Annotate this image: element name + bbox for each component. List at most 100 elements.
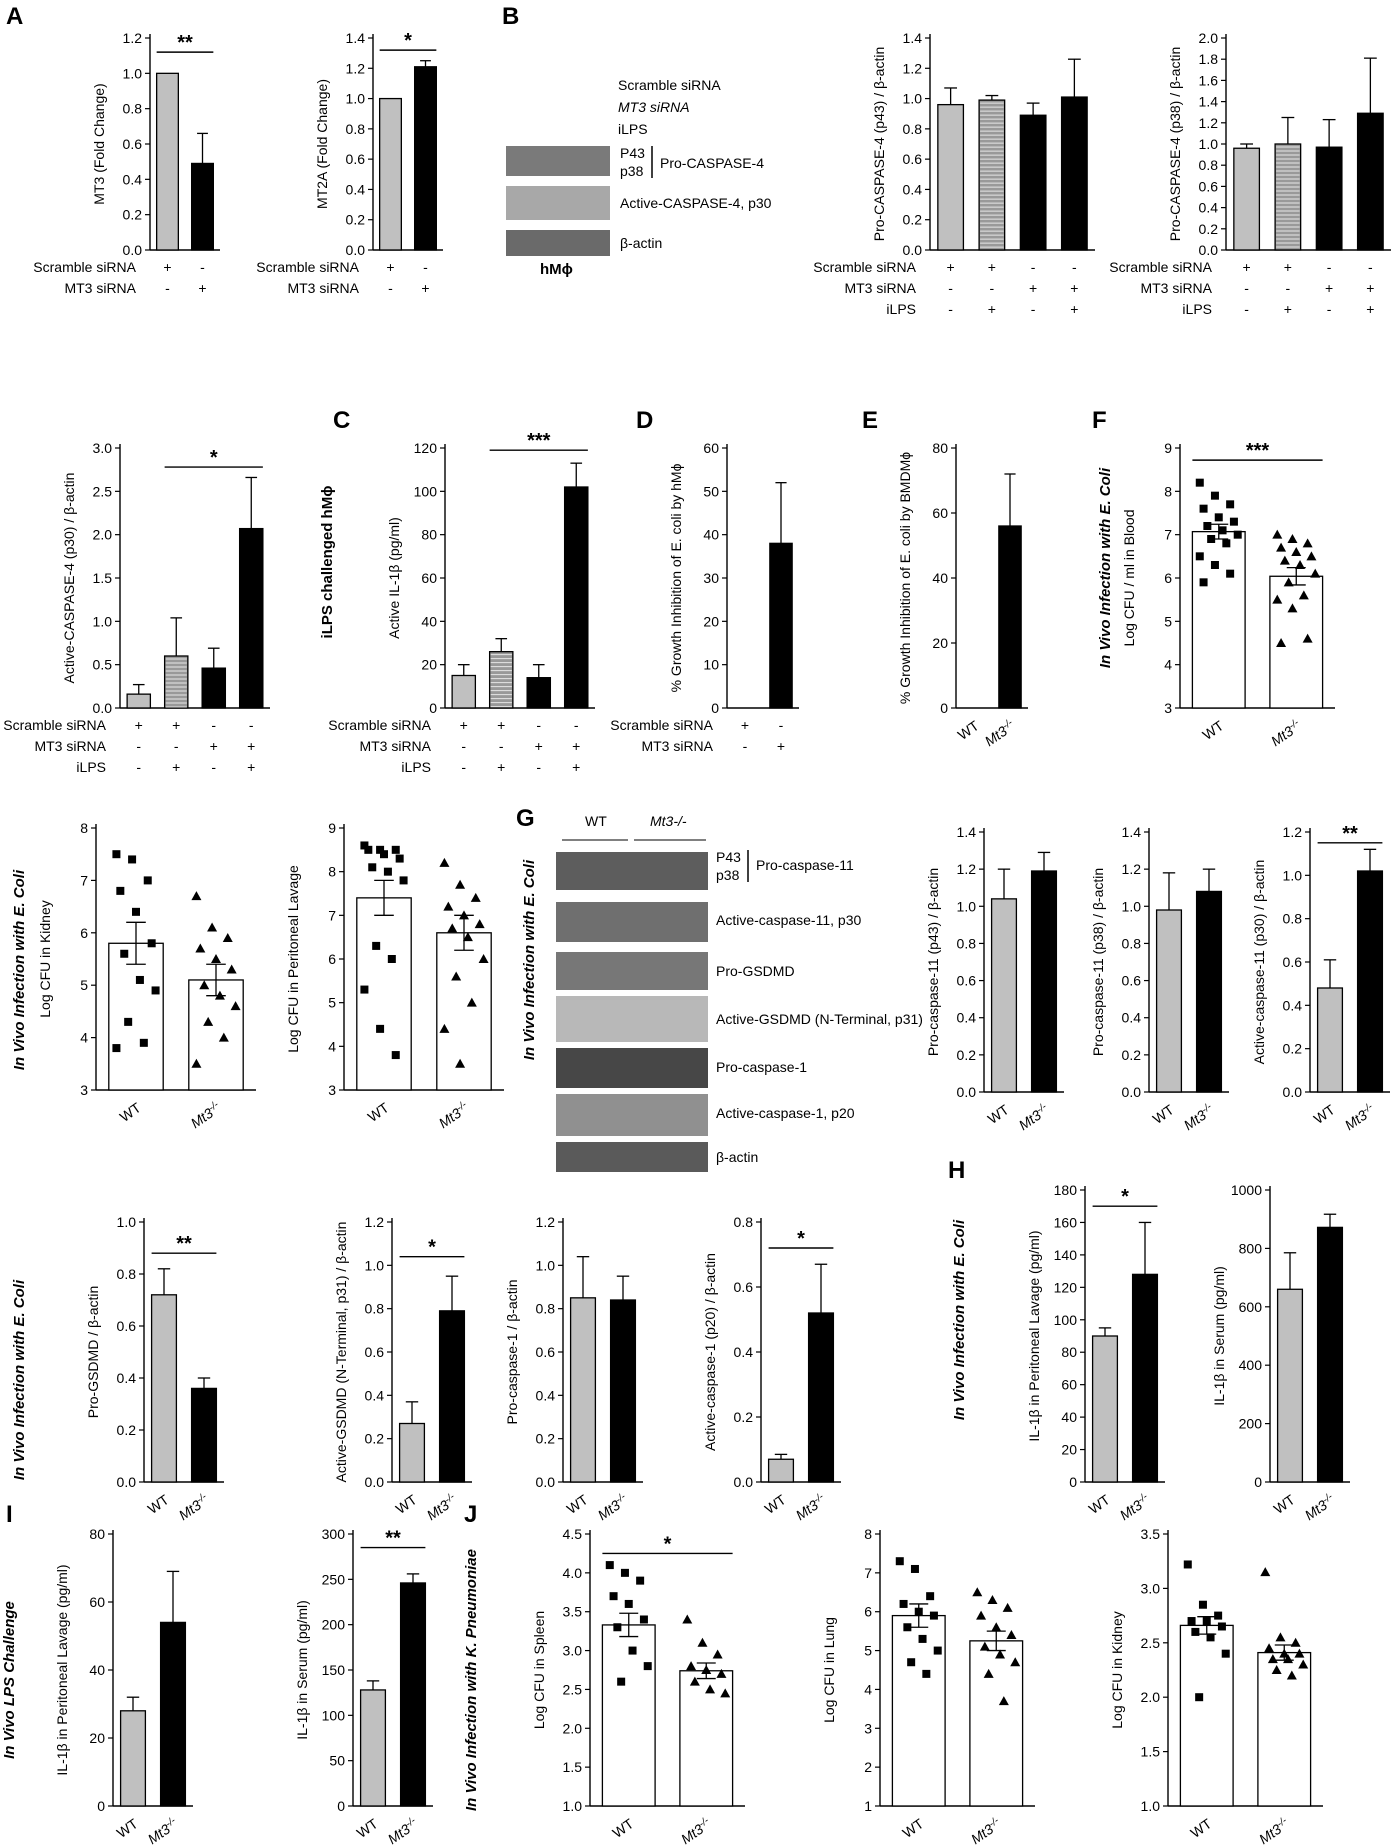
data-point xyxy=(1310,568,1321,578)
y-tick-label: 0.4 xyxy=(346,181,366,197)
x-tick-label: WT xyxy=(899,1815,926,1841)
data-point xyxy=(1218,526,1227,535)
blot-b-band-label: P43 xyxy=(620,145,645,161)
y-tick-label: 2.5 xyxy=(93,483,113,499)
x-tick-label: WT xyxy=(393,1491,420,1517)
data-point xyxy=(1272,529,1283,539)
data-point xyxy=(191,891,202,901)
panel-label-b: B xyxy=(502,3,519,30)
y-tick-label: 60 xyxy=(932,505,948,521)
bar xyxy=(359,1689,387,1807)
condition-label: iLPS xyxy=(886,301,916,317)
data-point xyxy=(1217,1622,1226,1631)
data-point xyxy=(1276,542,1287,552)
blot-g-band-label: Active-caspase-1, p20 xyxy=(716,1105,855,1121)
data-point xyxy=(720,1688,731,1698)
chart-g6: 0.0 0.2 0.4 0.6 0.8 1.0 1.2 Pro-caspase-1 / β-a… xyxy=(504,1214,643,1523)
y-tick-label: 0 xyxy=(97,1798,105,1814)
y-tick-label: 1.2 xyxy=(1122,861,1142,877)
bar xyxy=(1316,987,1344,1093)
y-tick-label: 0.8 xyxy=(957,935,977,951)
condition-mark: + xyxy=(247,738,255,754)
data-point xyxy=(903,1623,912,1632)
y-axis-label: Active IL-1β (pg/ml) xyxy=(386,517,402,639)
chart-b3: 0.0 0.5 1.0 1.5 2.0 2.5 3.0 Active-CASPASE-4 (p… xyxy=(3,440,270,775)
condition-label: iLPS xyxy=(401,759,431,775)
bar xyxy=(1019,114,1047,251)
y-tick-label: 3.0 xyxy=(93,440,113,456)
chart-a1: 0.0 0.2 0.4 0.6 0.8 1.0 1.2 MT3 (Fold Change) Sc… xyxy=(33,30,220,296)
blot-b-band-label: β-actin xyxy=(620,235,662,251)
data-point xyxy=(1287,534,1298,543)
chart-g4: 0.0 0.2 0.4 0.6 0.8 1.0 Pro-GSDMD / β-actin WT M… xyxy=(85,1214,224,1523)
data-point xyxy=(135,975,144,984)
data-point xyxy=(1298,590,1309,600)
condition-mark: + xyxy=(535,738,543,754)
condition-mark: - xyxy=(136,738,141,754)
y-tick-label: 3 xyxy=(80,1082,88,1098)
y-tick-label: 0.0 xyxy=(734,1474,754,1490)
condition-mark: - xyxy=(174,738,179,754)
condition-label: MT3 siRNA xyxy=(64,280,136,296)
y-tick-label: 0 xyxy=(337,1798,345,1814)
y-axis-label: IL-1β in Peritoneal Lavage (pg/ml) xyxy=(54,1564,70,1775)
y-tick-label: 0.6 xyxy=(734,1279,754,1295)
x-tick-label: Mt3-/- xyxy=(678,1815,715,1846)
x-tick-label: Mt3-/- xyxy=(144,1815,181,1846)
y-tick-label: 1.6 xyxy=(1199,72,1219,88)
side-label-ecoli-row4: In Vivo Infection with E. Coli xyxy=(11,1279,28,1480)
condition-mark: - xyxy=(536,759,541,775)
data-point xyxy=(1187,1617,1196,1626)
y-tick-label: 0.6 xyxy=(123,136,143,152)
x-tick-label: Mt3-/- xyxy=(594,1491,631,1524)
blot-g-band-label: Pro-caspase-1 xyxy=(716,1059,807,1075)
blot-band xyxy=(556,1048,708,1088)
y-tick-label: 0.4 xyxy=(536,1387,556,1403)
data-point xyxy=(1286,1670,1297,1680)
y-tick-label: 0.0 xyxy=(903,242,923,258)
bar xyxy=(1030,870,1058,1093)
data-point xyxy=(914,1607,923,1616)
condition-mark: + xyxy=(1284,301,1292,317)
y-tick-label: 0.4 xyxy=(1283,997,1303,1013)
data-point xyxy=(387,955,396,963)
bar xyxy=(150,1294,178,1483)
data-point xyxy=(112,1044,121,1053)
panel-label-d: D xyxy=(636,407,653,434)
condition-mark: - xyxy=(461,759,466,775)
y-tick-label: 0.6 xyxy=(346,151,366,167)
y-tick-label: 0.4 xyxy=(117,1370,137,1386)
significance-mark: * xyxy=(1121,1186,1129,1208)
y-axis-label: Pro-GSDMD / β-actin xyxy=(85,1286,101,1419)
y-tick-label: 50 xyxy=(703,483,719,499)
data-point xyxy=(929,1611,938,1620)
y-tick-label: 0.4 xyxy=(365,1387,385,1403)
y-tick-label: 160 xyxy=(1054,1214,1078,1230)
x-tick-label: WT xyxy=(564,1491,591,1517)
data-point xyxy=(151,986,160,995)
chart-c: 0 20 40 60 80 100 120 Active IL-1β (pg/ml) Scram… xyxy=(328,430,595,775)
y-axis-label: Log CFU in Lung xyxy=(821,1617,837,1723)
significance-mark: * xyxy=(404,30,412,52)
y-tick-label: 4 xyxy=(864,1681,872,1697)
data-point xyxy=(1222,539,1231,548)
condition-mark: + xyxy=(497,717,505,733)
data-point xyxy=(1302,633,1313,643)
x-tick-label: Mt3-/- xyxy=(981,717,1018,750)
y-tick-label: 1.0 xyxy=(1199,136,1219,152)
data-point xyxy=(360,841,369,850)
condition-mark: - xyxy=(388,280,393,296)
y-tick-label: 2.5 xyxy=(563,1681,583,1697)
data-point xyxy=(609,1592,618,1601)
bar xyxy=(399,1582,427,1807)
y-tick-label: 0.2 xyxy=(903,212,923,228)
data-point xyxy=(218,1032,229,1042)
y-tick-label: 2.0 xyxy=(563,1720,583,1736)
condition-mark: + xyxy=(947,259,955,275)
condition-mark: + xyxy=(210,738,218,754)
condition-mark: - xyxy=(1244,280,1249,296)
condition-mark: - xyxy=(461,738,466,754)
y-tick-label: 0.0 xyxy=(117,1474,137,1490)
data-point xyxy=(1198,1600,1207,1609)
data-point xyxy=(1283,577,1294,587)
